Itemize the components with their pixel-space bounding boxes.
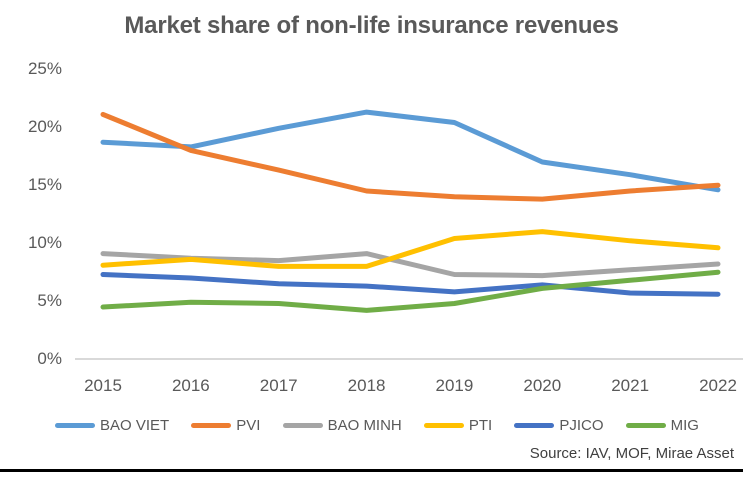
bottom-divider xyxy=(0,469,743,472)
y-tick-label: 15% xyxy=(28,175,62,194)
legend-item-pti: PTI xyxy=(423,417,493,434)
legend-swatch-icon xyxy=(282,423,323,428)
legend-label: BAO VIET xyxy=(100,417,170,434)
y-tick-label: 0% xyxy=(37,349,62,368)
legend-label: MIG xyxy=(670,417,699,434)
x-tick-label: 2015 xyxy=(84,376,122,395)
legend-label: PJICO xyxy=(559,417,604,434)
legend-swatch-icon xyxy=(625,423,666,428)
series-line-pti xyxy=(100,229,721,269)
y-tick-label: 25% xyxy=(28,59,62,78)
legend-item-mig: MIG xyxy=(625,417,699,434)
y-tick-label: 20% xyxy=(28,117,62,136)
x-tick-label: 2017 xyxy=(260,376,298,395)
legend-label: PVI xyxy=(236,417,261,434)
legend: BAO VIET PVI BAO MINH PTI PJICO MIG xyxy=(0,417,743,434)
legend-swatch-icon xyxy=(191,423,232,428)
legend-swatch-icon xyxy=(55,423,95,428)
x-tick-label: 2016 xyxy=(172,376,210,395)
y-tick-label: 10% xyxy=(28,233,62,252)
x-tick-label: 2018 xyxy=(348,376,386,395)
legend-item-pvi: PVI xyxy=(191,417,260,434)
series-line-pvi xyxy=(100,111,721,202)
y-tick-label: 5% xyxy=(37,291,62,310)
series-line-pjico xyxy=(100,272,721,297)
x-tick-label: 2021 xyxy=(611,376,649,395)
legend-swatch-icon xyxy=(514,423,555,428)
x-tick-label: 2022 xyxy=(699,376,737,395)
series-line-mig xyxy=(100,269,721,313)
legend-item-bao-viet: BAO VIET xyxy=(55,417,169,434)
legend-label: PTI xyxy=(468,417,493,434)
legend-item-bao-minh: BAO MINH xyxy=(282,417,402,434)
legend-swatch-icon xyxy=(423,423,464,428)
line-chart: 0% 5% 10% 15% 20% 25% 2015 2016 2017 2018 2019 2020… xyxy=(28,59,743,395)
source-note: Source: IAV, MOF, Mirae Asset xyxy=(529,445,734,462)
x-tick-label: 2019 xyxy=(436,376,474,395)
legend-item-pjico: PJICO xyxy=(514,417,604,434)
series-line-bao-viet xyxy=(100,109,721,193)
legend-label: BAO MINH xyxy=(327,417,402,434)
series-line-bao-minh xyxy=(100,251,721,279)
chart-title: Market share of non-life insurance reven… xyxy=(124,12,619,39)
x-tick-label: 2020 xyxy=(523,376,561,395)
